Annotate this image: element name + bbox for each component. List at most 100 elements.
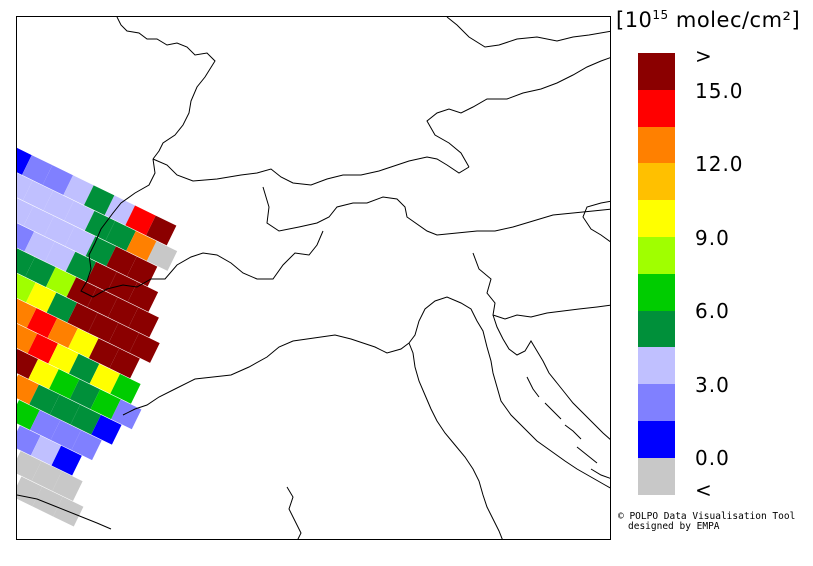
pixel-row [17, 451, 83, 502]
satellite-pixel [107, 271, 138, 302]
pixel-row [17, 221, 159, 312]
satellite-pixel [89, 363, 120, 394]
unit-suffix: molec/cm²] [668, 8, 801, 32]
legend-swatch [638, 310, 675, 348]
map-frame[interactable] [16, 16, 611, 540]
satellite-pixel [111, 399, 142, 430]
unit-prefix: [10 [616, 8, 653, 32]
border-france-north [116, 17, 216, 160]
satellite-pixel [88, 338, 120, 369]
border-swiss [152, 156, 470, 186]
legend-swatch [638, 347, 675, 385]
satellite-pixel [104, 195, 136, 226]
satellite-pixel [47, 318, 78, 349]
border-swiss-west [80, 158, 324, 298]
legend-swatch [638, 236, 675, 274]
satellite-pixel [26, 282, 57, 313]
legend-swatch [638, 273, 675, 311]
coast-adriatic-north [408, 296, 610, 489]
legend-swatch [638, 457, 675, 495]
satellite-pixel [90, 389, 121, 420]
satellite-pixel [17, 323, 38, 354]
satellite-pixel [84, 210, 116, 241]
color-scale-bar [638, 53, 675, 495]
satellite-pixel [128, 307, 159, 338]
satellite-pixel [17, 374, 39, 405]
satellite-pixel [84, 185, 115, 216]
satellite-pixel [85, 236, 116, 267]
satellite-pixel [30, 410, 61, 440]
coast-islands [526, 376, 610, 479]
satellite-pixel [45, 267, 77, 298]
satellite-pixel [63, 175, 94, 206]
satellite-pixel [108, 322, 140, 353]
satellite-pixel [17, 145, 32, 175]
credit-line-2: designed by EMPA [628, 521, 720, 532]
unit-exponent: 15 [652, 8, 669, 22]
legend-swatch [638, 126, 675, 164]
legend-tick-label: 12.0 [695, 152, 744, 176]
legend-unit-label: [1015 molec/cm²] [616, 8, 800, 32]
satellite-pixel [46, 292, 78, 323]
satellite-pixel [91, 414, 122, 445]
satellite-pixel [17, 272, 36, 303]
satellite-pixel [17, 451, 42, 481]
pixel-row [17, 298, 140, 379]
satellite-pixel [17, 221, 35, 252]
satellite-pixel [22, 155, 53, 185]
map-canvas[interactable] [17, 17, 611, 540]
satellite-pixel [71, 430, 102, 461]
satellite-pixel [64, 200, 95, 231]
satellite-pixel [22, 180, 54, 211]
satellite-pixel [65, 251, 97, 282]
legend-over-label: > [695, 44, 713, 68]
satellite-pixel [45, 241, 76, 272]
legend-tick-label: 3.0 [695, 373, 730, 397]
coast-liguria [122, 334, 410, 416]
pixel-row [17, 247, 159, 338]
credit-line-1: © POLPO Data Visualisation Tool [618, 511, 796, 522]
satellite-pixels [17, 145, 178, 527]
satellite-pixel [110, 373, 141, 404]
satellite-pixel [67, 302, 98, 333]
satellite-pixel [70, 404, 101, 435]
pixel-row [17, 170, 178, 271]
satellite-pixel [87, 287, 118, 318]
satellite-pixel [68, 353, 100, 384]
satellite-pixel [64, 226, 96, 257]
satellite-pixel [127, 281, 159, 312]
border-austria-north [426, 57, 610, 168]
satellite-pixel [126, 230, 157, 261]
satellite-pixel [50, 420, 82, 451]
satellite-pixel [68, 328, 99, 359]
coastlines-borders [17, 17, 610, 539]
satellite-pixel [26, 308, 58, 338]
coast-corsica [286, 486, 302, 539]
satellite-pixel [51, 445, 82, 476]
border-swiss-south [262, 186, 610, 236]
satellite-pixel [17, 425, 41, 456]
coast-france-south [17, 494, 112, 530]
legend-tick-label: 15.0 [695, 79, 744, 103]
satellite-pixel [28, 359, 59, 389]
satellite-pixel [49, 394, 81, 425]
coast-italy-west [408, 342, 503, 539]
coast-croatia [492, 314, 610, 440]
satellite-pixel [69, 379, 101, 410]
satellite-pixel [129, 332, 160, 363]
satellite-pixel [146, 215, 177, 246]
pixel-row [17, 374, 122, 445]
satellite-pixel [32, 486, 63, 517]
credit-text: © POLPO Data Visualisation Tool designed… [618, 512, 795, 532]
satellite-pixel [17, 400, 40, 430]
satellite-pixel [30, 435, 62, 466]
satellite-pixel [109, 348, 140, 379]
satellite-pixel [126, 256, 158, 287]
satellite-pixel [31, 461, 62, 491]
satellite-pixel [29, 384, 60, 415]
satellite-pixel [27, 333, 58, 364]
satellite-pixel [23, 206, 54, 236]
satellite-pixel [42, 165, 74, 196]
satellite-pixel [44, 216, 75, 247]
legend-tick-label: 6.0 [695, 299, 730, 323]
